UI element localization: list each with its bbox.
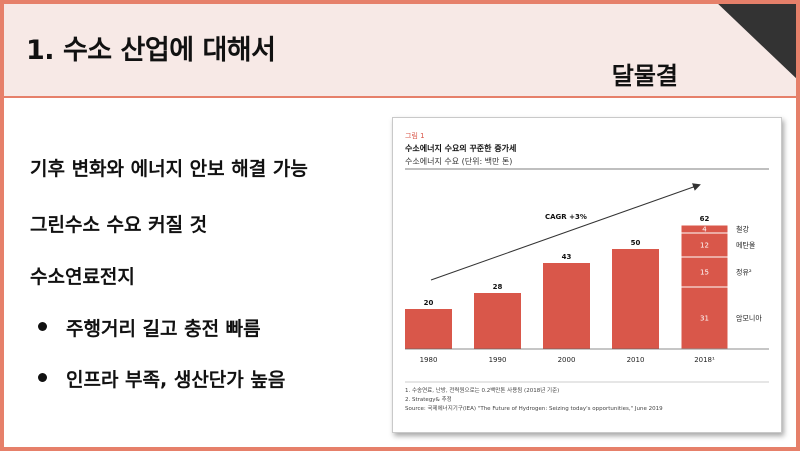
x-tick-label: 1990 xyxy=(489,356,507,364)
slide-header: 1. 수소 산업에 대해서 달물결 xyxy=(4,4,796,98)
segment-value-label: 12 xyxy=(700,242,709,250)
bar-segment-0 xyxy=(680,286,729,350)
bar-segment-2 xyxy=(680,232,729,258)
bar-value-label: 20 xyxy=(424,299,434,307)
bar-segment-3 xyxy=(680,224,729,234)
footnote-1: 1. 수송연료, 난방, 전력원으로는 0.2백만톤 사용됨 (2018년 기준… xyxy=(405,386,559,394)
author-name: 달물결 xyxy=(611,62,678,90)
x-tick-label: 1980 xyxy=(420,356,438,364)
figure-label: 그림 1 xyxy=(405,132,425,140)
segment-value-label: 4 xyxy=(702,226,707,234)
point-fuel-cell: 수소연료전지 xyxy=(30,266,135,288)
bullet-infra: 인프라 부족, 생산단가 높음 xyxy=(66,369,286,391)
segment-value-label: 31 xyxy=(700,315,709,323)
bar-value-label: 62 xyxy=(700,215,710,223)
segment-value-label: 15 xyxy=(700,269,709,277)
bar-1990 xyxy=(474,293,521,349)
x-tick-label: 2018¹ xyxy=(694,356,715,364)
trend-arrow xyxy=(430,183,701,281)
x-tick-label: 2010 xyxy=(627,356,645,364)
bullet-range: 주행거리 길고 충전 빠름 xyxy=(66,318,261,340)
bar-value-label: 43 xyxy=(562,253,572,261)
segment-name-label: 암모니아 xyxy=(736,314,762,323)
footnote-source: Source: 국제에너지기구(IEA) "The Future of Hydr… xyxy=(405,404,663,412)
bar-1980 xyxy=(405,309,452,349)
trend-label: CAGR +3% xyxy=(545,213,587,221)
bar-2000 xyxy=(543,263,590,349)
bar-2010 xyxy=(612,249,659,349)
segment-name-label: 메탄올 xyxy=(736,241,756,250)
point-green-hydrogen: 그린수소 수요 커질 것 xyxy=(30,214,208,236)
point-climate: 기후 변화와 에너지 안보 해결 가능 xyxy=(30,158,308,180)
figure-subheading: 수소에너지 수요 (단위: 백만 톤) xyxy=(405,156,512,166)
bullet-dot xyxy=(38,322,47,331)
x-tick-label: 2000 xyxy=(558,356,576,364)
bar-segment-1 xyxy=(680,256,729,288)
chart-svg: 그림 1 수소에너지 수요의 꾸준한 증가세 수소에너지 수요 (단위: 백만 … xyxy=(405,132,769,412)
figure-heading: 수소에너지 수요의 꾸준한 증가세 xyxy=(405,143,516,153)
segment-name-label: 철강 xyxy=(736,225,749,234)
hydrogen-demand-figure: 그림 1 수소에너지 수요의 꾸준한 증가세 수소에너지 수요 (단위: 백만 … xyxy=(392,117,782,433)
slide-title: 1. 수소 산업에 대해서 xyxy=(26,35,276,66)
corner-triangle xyxy=(714,4,796,82)
bar-value-label: 28 xyxy=(493,283,503,291)
bullet-dot xyxy=(38,373,47,382)
bar-value-label: 50 xyxy=(631,239,641,247)
footnote-2: 2. Strategy& 추정 xyxy=(405,396,452,403)
segment-name-label: 정유² xyxy=(736,268,752,277)
